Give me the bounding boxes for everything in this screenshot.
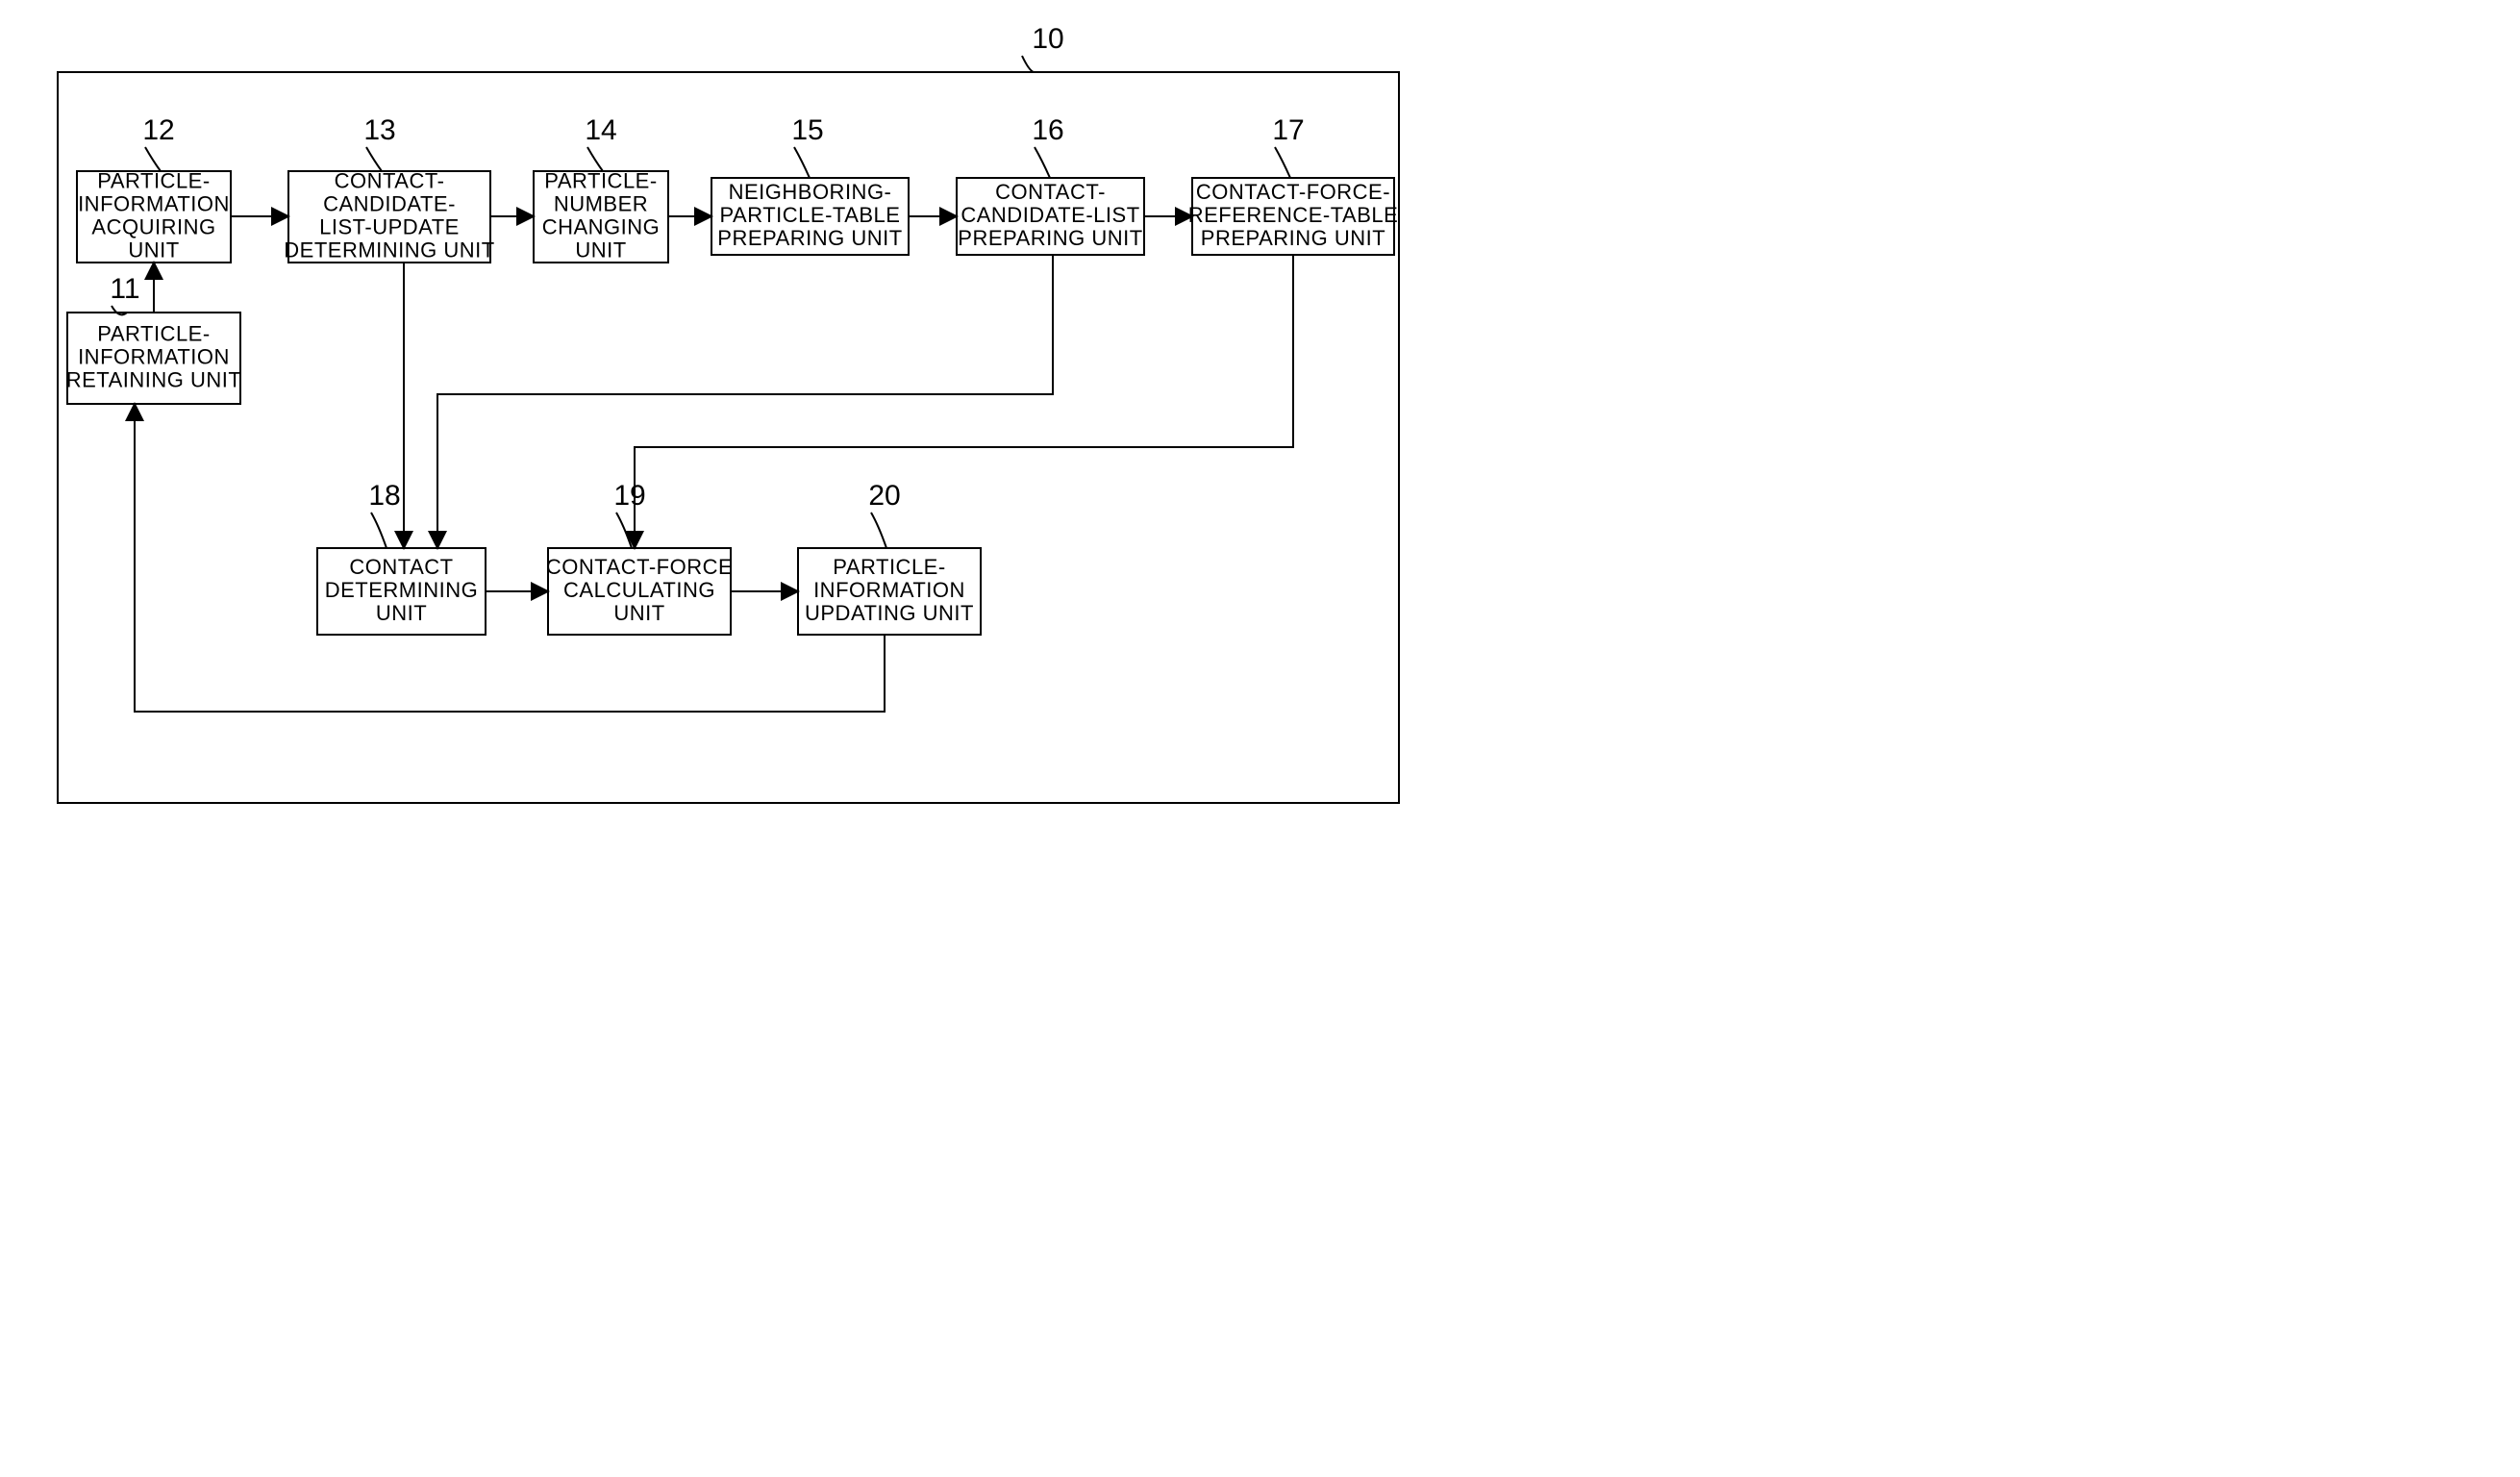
leader-tick bbox=[145, 147, 161, 171]
leader-tick bbox=[616, 513, 632, 548]
leader-tick bbox=[371, 513, 387, 548]
block-number: 14 bbox=[585, 114, 616, 146]
leader-tick bbox=[587, 147, 603, 171]
block-label: INFORMATION bbox=[78, 344, 230, 368]
block-label: UNIT bbox=[575, 238, 626, 262]
block-label: DETERMINING bbox=[325, 578, 479, 602]
leader-tick bbox=[1275, 147, 1290, 178]
block-b16: CONTACT-CANDIDATE-LISTPREPARING UNIT 16 bbox=[957, 114, 1144, 255]
block-label: INFORMATION bbox=[78, 191, 230, 215]
block-label: CONTACT- bbox=[995, 180, 1106, 204]
connector-a20-11 bbox=[135, 404, 885, 712]
block-label: REFERENCE-TABLE bbox=[1188, 203, 1399, 227]
block-number: 19 bbox=[613, 480, 645, 512]
block-b18: CONTACTDETERMININGUNIT 18 bbox=[317, 480, 486, 635]
block-label: CONTACT-FORCE- bbox=[1196, 180, 1390, 204]
block-label: UNIT bbox=[128, 238, 179, 262]
block-label: PARTICLE- bbox=[97, 168, 210, 192]
block-diagram: 10PARTICLE-INFORMATIONRETAINING UNIT11PA… bbox=[0, 0, 1442, 846]
block-number: 12 bbox=[142, 114, 174, 146]
block-label: CHANGING bbox=[542, 214, 661, 238]
block-label: PREPARING UNIT bbox=[1201, 226, 1385, 250]
block-label: CONTACT bbox=[349, 555, 453, 579]
block-number: 20 bbox=[868, 480, 900, 512]
block-number: 15 bbox=[791, 114, 823, 146]
block-number: 16 bbox=[1032, 114, 1063, 146]
block-label: UNIT bbox=[376, 601, 427, 625]
block-b14: PARTICLE-NUMBERCHANGINGUNIT 14 bbox=[534, 114, 668, 263]
block-label: PARTICLE- bbox=[544, 168, 657, 192]
block-label: ACQUIRING bbox=[91, 214, 215, 238]
block-b17: CONTACT-FORCE-REFERENCE-TABLEPREPARING U… bbox=[1188, 114, 1399, 255]
block-label: CONTACT-FORCE bbox=[546, 555, 733, 579]
block-label: PREPARING UNIT bbox=[958, 226, 1142, 250]
block-label: UNIT bbox=[613, 601, 664, 625]
block-number: 13 bbox=[363, 114, 395, 146]
block-label: INFORMATION bbox=[813, 578, 965, 602]
block-label: PREPARING UNIT bbox=[717, 226, 902, 250]
container-label: 10 bbox=[1032, 23, 1063, 55]
leader-tick bbox=[1022, 56, 1034, 72]
leader-tick bbox=[366, 147, 382, 171]
block-b15: NEIGHBORING-PARTICLE-TABLEPREPARING UNIT… bbox=[711, 114, 909, 255]
block-label: PARTICLE- bbox=[833, 555, 945, 579]
block-b12: PARTICLE-INFORMATIONACQUIRINGUNIT 12 bbox=[77, 114, 231, 263]
block-label: PARTICLE-TABLE bbox=[720, 203, 901, 227]
block-number: 18 bbox=[368, 480, 400, 512]
block-label: LIST-UPDATE bbox=[319, 214, 460, 238]
leader-tick bbox=[871, 513, 886, 548]
block-label: CANDIDATE- bbox=[323, 191, 456, 215]
block-label: NEIGHBORING- bbox=[729, 180, 892, 204]
block-number: 17 bbox=[1272, 114, 1304, 146]
block-b20: PARTICLE-INFORMATIONUPDATING UNIT 20 bbox=[798, 480, 981, 635]
block-label: CALCULATING bbox=[563, 578, 715, 602]
block-label: DETERMINING UNIT bbox=[284, 238, 494, 262]
connector-a17-19 bbox=[635, 255, 1293, 548]
block-label: RETAINING UNIT bbox=[66, 367, 242, 391]
block-b19: CONTACT-FORCECALCULATINGUNIT 19 bbox=[546, 480, 733, 635]
leader-tick bbox=[794, 147, 810, 178]
block-number: 11 bbox=[110, 273, 139, 305]
leader-tick bbox=[1035, 147, 1050, 178]
connector-a16-18 bbox=[437, 255, 1053, 548]
block-label: PARTICLE- bbox=[97, 321, 210, 345]
block-label: UPDATING UNIT bbox=[805, 601, 974, 625]
block-label: CANDIDATE-LIST bbox=[961, 203, 1139, 227]
block-label: NUMBER bbox=[554, 191, 648, 215]
block-b13: CONTACT-CANDIDATE-LIST-UPDATEDETERMINING… bbox=[284, 114, 494, 263]
block-label: CONTACT- bbox=[335, 168, 445, 192]
